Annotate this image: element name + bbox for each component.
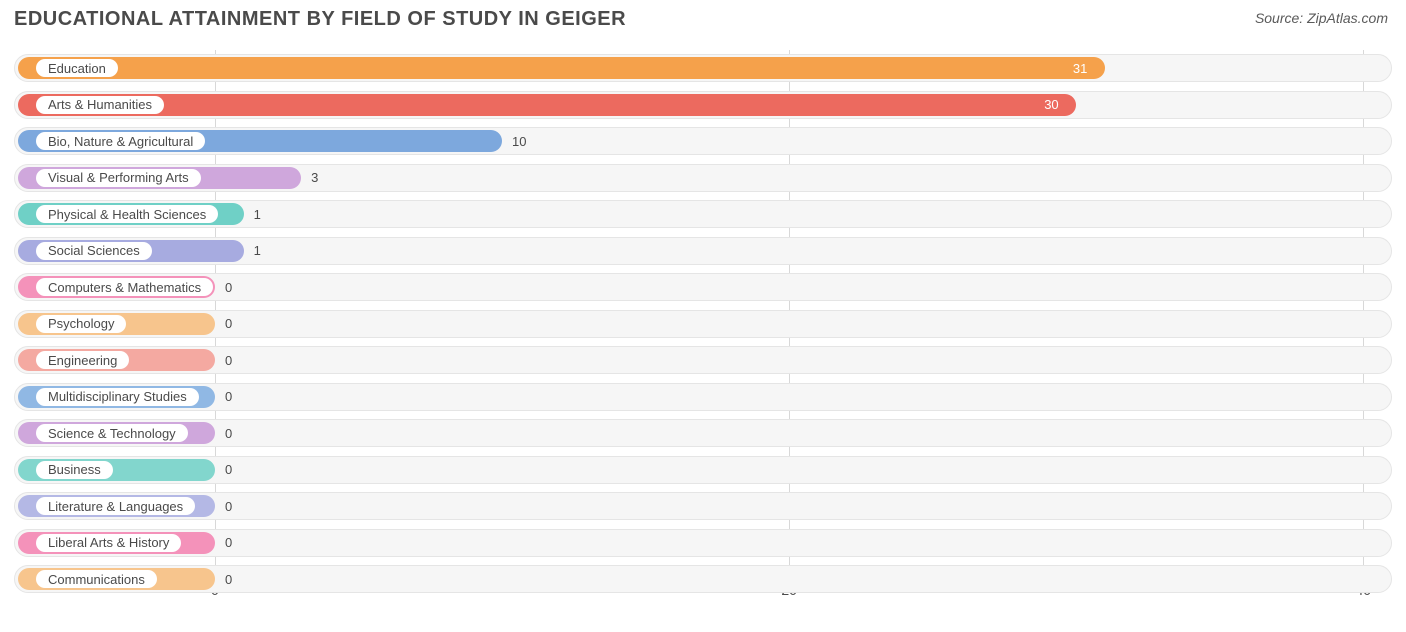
- value-label: 31: [1073, 59, 1087, 77]
- category-label-pill: Literature & Languages: [36, 497, 195, 515]
- bar-track: [14, 419, 1392, 447]
- value-label: 0: [225, 278, 232, 296]
- bar-row: Bio, Nature & Agricultural 10: [14, 123, 1392, 160]
- bar: [18, 57, 1105, 79]
- bar-row: Science & Technology 0: [14, 415, 1392, 452]
- category-label-pill: Science & Technology: [36, 424, 188, 442]
- bar-row: Business 0: [14, 452, 1392, 489]
- category-label-pill: Bio, Nature & Agricultural: [36, 132, 205, 150]
- category-label-pill: Visual & Performing Arts: [36, 169, 201, 187]
- value-label: 3: [311, 169, 318, 187]
- value-label: 0: [225, 315, 232, 333]
- value-label: 10: [512, 132, 526, 150]
- value-label: 0: [225, 534, 232, 552]
- category-label-pill: Education: [36, 59, 118, 77]
- value-label: 0: [225, 497, 232, 515]
- bar-row: Physical & Health Sciences 1: [14, 196, 1392, 233]
- bar-track: [14, 492, 1392, 520]
- category-label-pill: Arts & Humanities: [36, 96, 164, 114]
- bar-track: [14, 529, 1392, 557]
- bar-track: [14, 310, 1392, 338]
- category-label-pill: Multidisciplinary Studies: [36, 388, 199, 406]
- bar-row: Literature & Languages 0: [14, 488, 1392, 525]
- chart-title: EDUCATIONAL ATTAINMENT BY FIELD OF STUDY…: [14, 8, 626, 31]
- bar: [18, 94, 1076, 116]
- bar-row: Visual & Performing Arts 3: [14, 160, 1392, 197]
- bar-row: Social Sciences 1: [14, 233, 1392, 270]
- value-label: 0: [225, 570, 232, 588]
- value-label: 0: [225, 424, 232, 442]
- category-label-pill: Psychology: [36, 315, 126, 333]
- value-label: 0: [225, 388, 232, 406]
- bar-row: Arts & Humanities 30: [14, 87, 1392, 124]
- bar-row: Psychology 0: [14, 306, 1392, 343]
- source-attribution: Source: ZipAtlas.com: [1255, 10, 1388, 26]
- bar-track: [14, 346, 1392, 374]
- bar-track: [14, 565, 1392, 593]
- category-label-pill: Physical & Health Sciences: [36, 205, 218, 223]
- category-label-pill: Computers & Mathematics: [36, 278, 213, 296]
- category-label-pill: Social Sciences: [36, 242, 152, 260]
- bar-row: Education 31: [14, 50, 1392, 87]
- category-label-pill: Liberal Arts & History: [36, 534, 181, 552]
- bar-row: Multidisciplinary Studies 0: [14, 379, 1392, 416]
- bar-track: [14, 273, 1392, 301]
- bar-track: [14, 456, 1392, 484]
- value-label: 0: [225, 351, 232, 369]
- category-label-pill: Engineering: [36, 351, 129, 369]
- bar-track: [14, 383, 1392, 411]
- bar-row: Communications 0: [14, 561, 1392, 598]
- chart-area: 02040Education31Arts & Humanities30Bio, …: [14, 50, 1392, 602]
- value-label: 30: [1044, 96, 1058, 114]
- bar-row: Computers & Mathematics 0: [14, 269, 1392, 306]
- value-label: 1: [254, 205, 261, 223]
- bar-row: Liberal Arts & History 0: [14, 525, 1392, 562]
- bar-row: Engineering 0: [14, 342, 1392, 379]
- category-label-pill: Communications: [36, 570, 157, 588]
- value-label: 1: [254, 242, 261, 260]
- value-label: 0: [225, 461, 232, 479]
- category-label-pill: Business: [36, 461, 113, 479]
